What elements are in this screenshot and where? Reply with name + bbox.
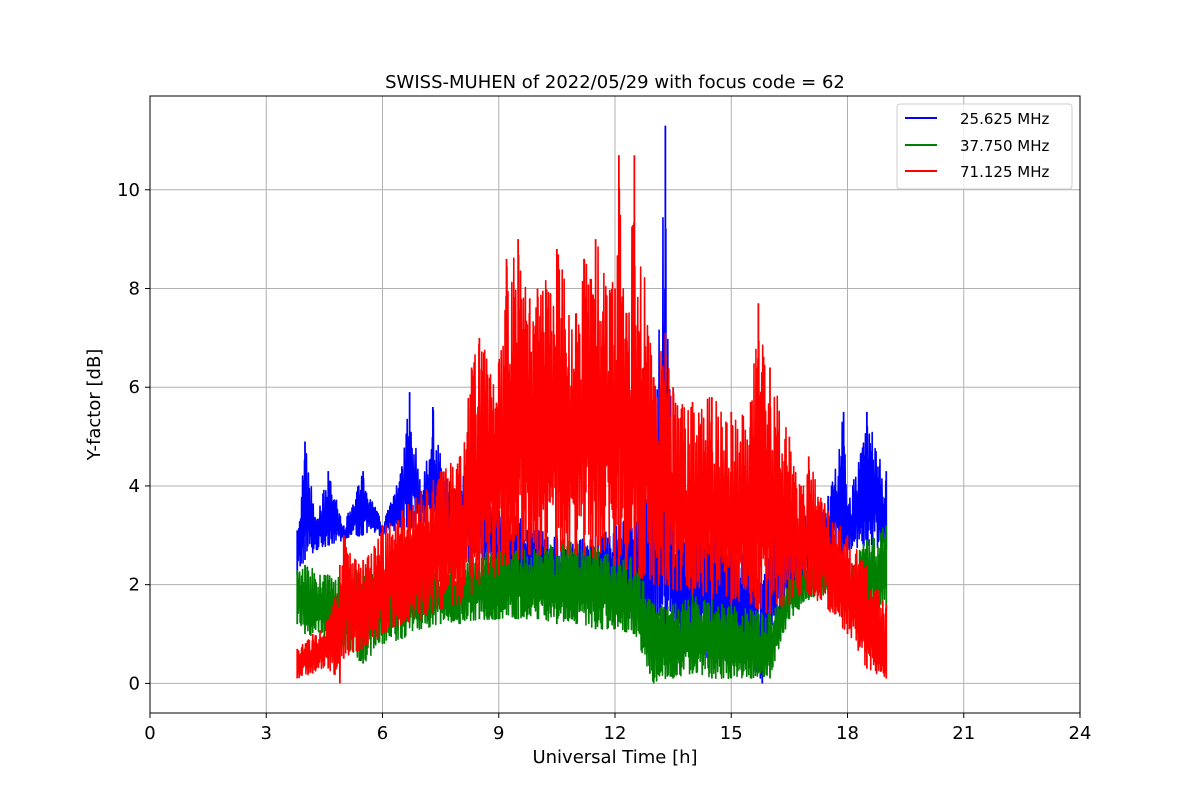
legend-box [896, 103, 1073, 190]
x-tick-label-8: 24 [1069, 723, 1092, 744]
x-tick-label-4: 12 [604, 723, 627, 744]
y-tick-label-0: 0 [129, 673, 140, 694]
series-3-trace [296, 187, 888, 679]
y-tick-label-5: 10 [117, 180, 140, 201]
legend-entry-2: 37.750 MHz [905, 137, 1049, 155]
series-layer [296, 125, 888, 684]
y-tick-label-2: 4 [129, 476, 140, 497]
x-axis-label: Universal Time [h] [532, 747, 697, 768]
y-tick-label-4: 8 [129, 279, 140, 300]
series-3 [296, 155, 888, 684]
x-tick-label-0: 0 [144, 723, 155, 744]
legend: 25.625 MHz 37.750 MHz 71.125 MHz [896, 103, 1073, 190]
y-tick-label-1: 2 [129, 575, 140, 596]
x-tick-label-3: 9 [493, 723, 504, 744]
legend-label-3: 71.125 MHz [960, 163, 1049, 181]
legend-label-1: 25.625 MHz [960, 110, 1049, 128]
legend-entry-3: 71.125 MHz [905, 163, 1049, 181]
y-axis-label: Y-factor [dB] [84, 349, 105, 462]
y-tick-label-3: 6 [129, 377, 140, 398]
legend-entry-1: 25.625 MHz [905, 110, 1049, 128]
x-tick-label-7: 21 [952, 723, 975, 744]
x-tick-label-1: 3 [261, 723, 272, 744]
chart-title: SWISS-MUHEN of 2022/05/29 with focus cod… [385, 72, 845, 93]
legend-label-2: 37.750 MHz [960, 137, 1049, 155]
x-tick-label-2: 6 [377, 723, 388, 744]
x-tick-label-6: 18 [836, 723, 859, 744]
x-tick-label-5: 15 [720, 723, 743, 744]
